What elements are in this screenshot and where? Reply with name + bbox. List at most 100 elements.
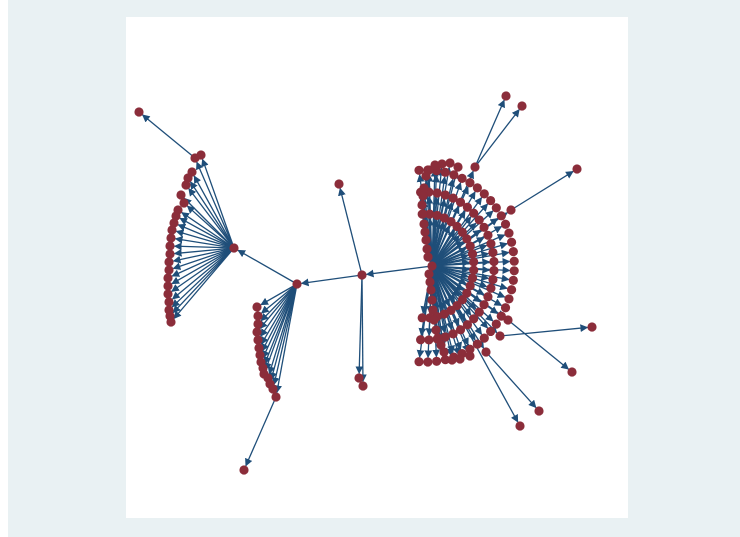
graph-node	[164, 257, 174, 267]
graph-node	[491, 319, 501, 329]
graph-node	[437, 159, 447, 169]
graph-node	[416, 335, 426, 345]
graph-edge	[171, 247, 235, 292]
graph-edge	[172, 247, 235, 270]
graph-edge	[474, 99, 505, 168]
graph-node	[534, 406, 544, 416]
graph-node	[481, 347, 491, 357]
graph-node	[506, 285, 517, 295]
graph-node	[455, 197, 466, 207]
graph-node	[414, 357, 424, 367]
edge-layer	[141, 99, 589, 467]
graph-node	[163, 281, 173, 291]
graph-node	[462, 234, 472, 244]
graph-node	[431, 325, 441, 335]
graph-node	[433, 333, 443, 343]
graph-edge	[507, 319, 570, 370]
graph-node	[479, 300, 489, 310]
graph-edge	[173, 242, 235, 251]
graph-node	[515, 421, 525, 431]
graph-edge	[196, 161, 235, 249]
graph-node	[171, 211, 181, 221]
graph-node	[429, 315, 439, 325]
graph-edge	[260, 283, 298, 314]
graph-edge	[171, 247, 235, 277]
graph-node	[447, 355, 457, 365]
graph-node	[439, 309, 449, 319]
graph-node	[479, 189, 489, 199]
graph-node	[423, 357, 433, 367]
graph-edge	[186, 205, 235, 249]
graph-node	[432, 210, 442, 221]
graph-edge	[259, 283, 298, 330]
graph-node	[508, 247, 518, 257]
graph-edge	[171, 247, 235, 308]
graph-edge	[431, 244, 488, 267]
graph-node	[427, 295, 437, 305]
graph-node	[253, 319, 263, 329]
graph-node	[439, 213, 449, 223]
graph-node	[446, 305, 456, 315]
graph-node	[457, 173, 467, 183]
graph-node	[472, 183, 482, 193]
graph-node	[167, 225, 177, 235]
graph-node	[465, 281, 475, 291]
graph-node	[179, 198, 189, 208]
graph-edge	[271, 283, 298, 386]
graph-node	[496, 311, 506, 321]
graph-node	[268, 384, 278, 394]
graph-edge	[431, 247, 467, 267]
graph-node	[500, 219, 511, 229]
graph-node	[357, 270, 367, 280]
graph-node	[163, 273, 173, 283]
graph-node	[419, 219, 429, 229]
graph-edge	[260, 283, 298, 337]
graph-node	[354, 373, 364, 383]
graph-node	[440, 355, 450, 365]
graph-node	[483, 230, 493, 240]
graph-edge	[431, 265, 467, 285]
graph-node	[432, 188, 442, 198]
graph-node	[432, 356, 442, 366]
graph-edge	[431, 251, 490, 267]
graph-node	[239, 465, 249, 475]
graph-node	[166, 233, 176, 243]
graph-node	[424, 335, 434, 345]
graph-edge	[171, 247, 235, 300]
graph-edge	[245, 396, 277, 467]
graph-node	[469, 314, 479, 324]
graph-edge	[431, 265, 469, 279]
graph-node	[517, 101, 527, 111]
graph-node	[164, 265, 174, 275]
graph-node	[462, 288, 472, 298]
graph-node	[176, 190, 186, 200]
graph-node	[292, 279, 302, 289]
graph-node	[470, 162, 480, 172]
graph-node	[457, 227, 467, 237]
graph-node	[506, 205, 516, 215]
graph-node	[495, 331, 505, 341]
graph-node	[467, 249, 478, 259]
graph-node	[467, 273, 478, 283]
graph-edge	[173, 247, 235, 257]
graph-node	[440, 190, 450, 200]
graph-edge	[338, 187, 363, 276]
graph-edge	[193, 175, 235, 249]
graph-node	[504, 294, 514, 304]
graph-node	[455, 325, 466, 335]
graph-edge	[171, 247, 235, 285]
graph-node	[509, 266, 519, 276]
graph-node	[504, 228, 514, 238]
graph-edge	[499, 324, 589, 337]
graph-node	[462, 202, 473, 212]
node-layer	[134, 91, 597, 475]
graph-node	[489, 256, 499, 267]
graph-node	[509, 256, 519, 266]
graph-node	[469, 208, 479, 218]
graph-edge	[358, 274, 367, 383]
graph-edge	[431, 216, 472, 267]
graph-edge	[510, 170, 574, 211]
graph-node	[453, 162, 463, 172]
graph-node	[421, 235, 431, 245]
